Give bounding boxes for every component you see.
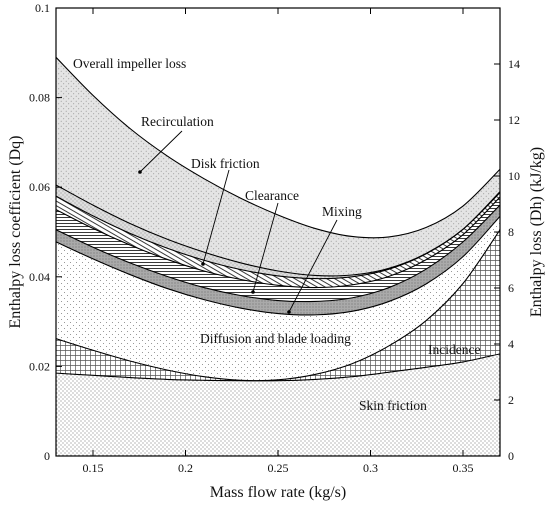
band-diffusion-and-blade-loading	[56, 216, 500, 381]
y-tick-label-left: 0.08	[29, 91, 50, 105]
y-tick-label-right: 6	[508, 281, 514, 295]
label-skin-friction: Skin friction	[359, 398, 427, 413]
leader-dot-mixing	[287, 310, 291, 314]
y-axis-left: 0 0.02 0.04 0.06 0.08 0.1	[29, 1, 62, 463]
curve-incidence	[56, 229, 500, 382]
y-tick-label-left: 0.04	[29, 270, 50, 284]
y-tick-label-right: 8	[508, 225, 514, 239]
y-tick-label-left: 0.06	[29, 180, 50, 194]
y-tick-label-left: 0	[44, 449, 50, 463]
curve-overall-impeller-loss	[56, 56, 500, 239]
label-diffusion-and-blade-loading: Diffusion and blade loading	[200, 331, 351, 346]
x-tick-label: 0.2	[178, 461, 193, 475]
leader-dot-recirculation	[138, 170, 142, 174]
y-tick-label-right: 4	[508, 337, 514, 351]
y-axis-right-label: Enthalpy loss (Dh) (kJ/kg)	[528, 147, 545, 317]
x-tick-label: 0.3	[363, 461, 378, 475]
curve-skin-friction	[56, 353, 500, 382]
y-tick-label-right: 12	[508, 113, 520, 127]
x-tick-label: 0.15	[83, 461, 104, 475]
loss-curves	[56, 56, 500, 382]
curve-clearance	[56, 196, 500, 289]
band-recirculation	[56, 184, 500, 279]
leader-mixing	[288, 219, 338, 313]
leader-recirculation	[139, 130, 183, 173]
leader-dot-disk-friction	[201, 262, 205, 266]
y-tick-label-left: 0.1	[35, 1, 50, 15]
leader-dot-clearance	[251, 290, 255, 294]
x-axis-label: Mass flow rate (kg/s)	[210, 484, 346, 501]
leader-disk-friction	[202, 169, 230, 265]
curve-mixing	[56, 204, 500, 303]
label-clearance: Clearance	[245, 188, 299, 203]
x-axis: 0.15 0.2 0.25 0.3 0.35	[83, 8, 474, 475]
label-mixing: Mixing	[322, 204, 362, 219]
band-overall-impeller-loss	[56, 57, 500, 276]
curve-diffusion-and-blade-loading	[56, 215, 500, 316]
loss-bands	[56, 57, 500, 456]
label-disk-friction: Disk friction	[191, 156, 260, 171]
x-tick-label: 0.35	[453, 461, 474, 475]
y-tick-label-right: 10	[508, 169, 520, 183]
y-axis-right: 0 2 4 6 8 10 12 14	[494, 57, 520, 463]
y-tick-label-right: 14	[508, 57, 520, 71]
label-recirculation: Recirculation	[141, 114, 214, 129]
leader-clearance	[252, 202, 279, 293]
curve-recirculation	[56, 184, 500, 277]
label-incidence: Incidence	[428, 342, 480, 357]
band-incidence	[56, 229, 500, 381]
band-clearance	[56, 197, 500, 302]
annotation-leaders	[138, 130, 338, 314]
y-tick-label-left: 0.02	[29, 359, 50, 373]
label-overall-impeller-loss: Overall impeller loss	[73, 56, 186, 71]
band-mixing	[56, 205, 500, 315]
x-tick-label: 0.25	[268, 461, 289, 475]
y-axis-left-label: Enthalpy loss coefficient (Dq)	[7, 136, 24, 329]
y-tick-label-right: 2	[508, 393, 514, 407]
y-tick-label-right: 0	[508, 449, 514, 463]
